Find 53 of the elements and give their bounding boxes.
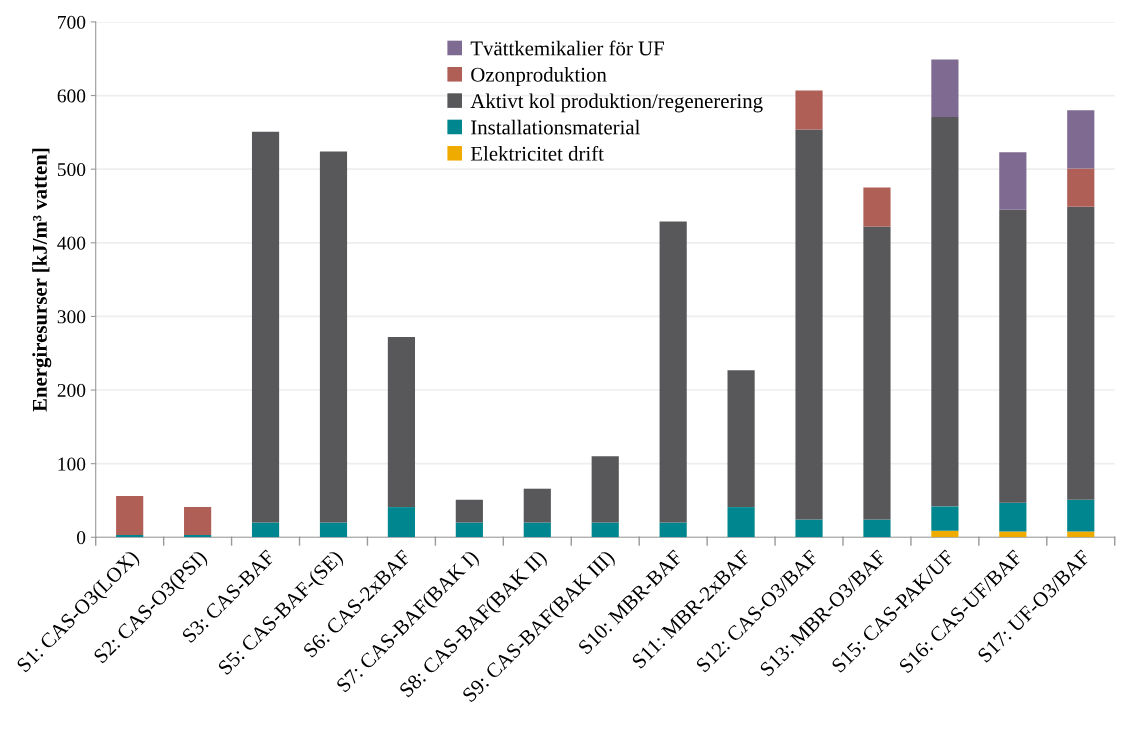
bar <box>863 519 891 538</box>
bar <box>931 59 959 117</box>
bar <box>387 337 416 508</box>
bar <box>116 535 144 538</box>
y-tick-label: 700 <box>58 15 86 29</box>
bar <box>931 530 959 538</box>
bar <box>116 496 144 536</box>
bar <box>727 370 755 508</box>
bar <box>319 522 348 538</box>
bar <box>1067 168 1095 207</box>
bar <box>931 506 959 531</box>
bar <box>523 522 551 538</box>
bar <box>795 519 823 538</box>
bar <box>1067 531 1095 538</box>
bar <box>999 152 1027 210</box>
bar <box>863 226 891 520</box>
y-tick-label: 400 <box>57 236 86 250</box>
legend-label: Aktivt kol produktion/regenerering <box>470 93 763 113</box>
bar <box>1067 110 1095 169</box>
legend-label: Ozonproduktion <box>471 67 607 87</box>
bar <box>387 507 416 538</box>
legend-label: Tvättkemikalier för UF <box>470 40 664 56</box>
bar <box>863 187 891 227</box>
y-tick-label: 100 <box>58 457 86 471</box>
legend-label: Elektricitet drift <box>470 145 604 161</box>
bar <box>999 531 1027 538</box>
bar <box>184 535 212 538</box>
bar <box>591 456 619 523</box>
bar <box>1067 499 1095 532</box>
bar <box>523 488 551 523</box>
bar <box>455 499 483 523</box>
bar <box>184 507 212 536</box>
y-tick-label: 500 <box>57 162 86 177</box>
bar <box>591 522 619 538</box>
bar <box>999 502 1027 532</box>
bar <box>931 116 959 507</box>
y-tick-label: 200 <box>57 383 86 397</box>
bar <box>727 507 755 538</box>
bar <box>251 131 280 523</box>
bar <box>659 522 687 538</box>
y-axis-title: Energiresurser [kJ/m³ vatten] <box>32 148 52 412</box>
bar <box>795 90 823 130</box>
y-tick-label: 0 <box>77 531 86 545</box>
bar <box>1067 206 1095 500</box>
legend-label: Installationsmaterial <box>471 119 640 135</box>
y-tick-label: 300 <box>57 310 86 324</box>
y-tick-label: 600 <box>57 89 86 103</box>
bar <box>251 522 280 538</box>
bar <box>455 522 483 538</box>
bar <box>795 129 823 520</box>
bar <box>659 221 687 523</box>
bar <box>319 151 348 523</box>
bar <box>999 209 1027 503</box>
